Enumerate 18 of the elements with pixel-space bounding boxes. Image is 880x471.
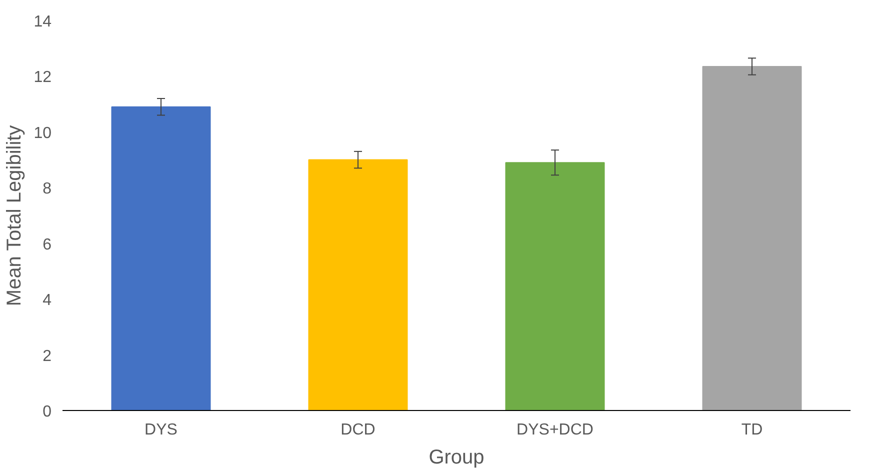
bar: [308, 159, 408, 410]
y-tick-label: 10: [34, 124, 52, 142]
x-tick-label: DCD: [340, 422, 376, 438]
bar: [702, 66, 802, 410]
y-tick-label: 6: [42, 236, 52, 254]
x-axis-title: Group: [428, 446, 484, 468]
y-tick-label: 14: [34, 14, 52, 30]
x-tick-label: TD: [741, 422, 763, 438]
y-tick-label: 2: [42, 348, 52, 365]
x-tick-label: DYS: [144, 422, 178, 438]
y-tick-label: 0: [42, 404, 52, 420]
bar: [111, 106, 211, 410]
x-tick-label: DYS+DCD: [516, 422, 594, 438]
y-tick-label: 8: [42, 180, 52, 198]
y-tick-label: 4: [42, 292, 52, 310]
y-axis-title: Mean Total Legibility: [4, 125, 26, 306]
y-tick-label: 12: [34, 69, 52, 86]
bar: [505, 162, 605, 410]
